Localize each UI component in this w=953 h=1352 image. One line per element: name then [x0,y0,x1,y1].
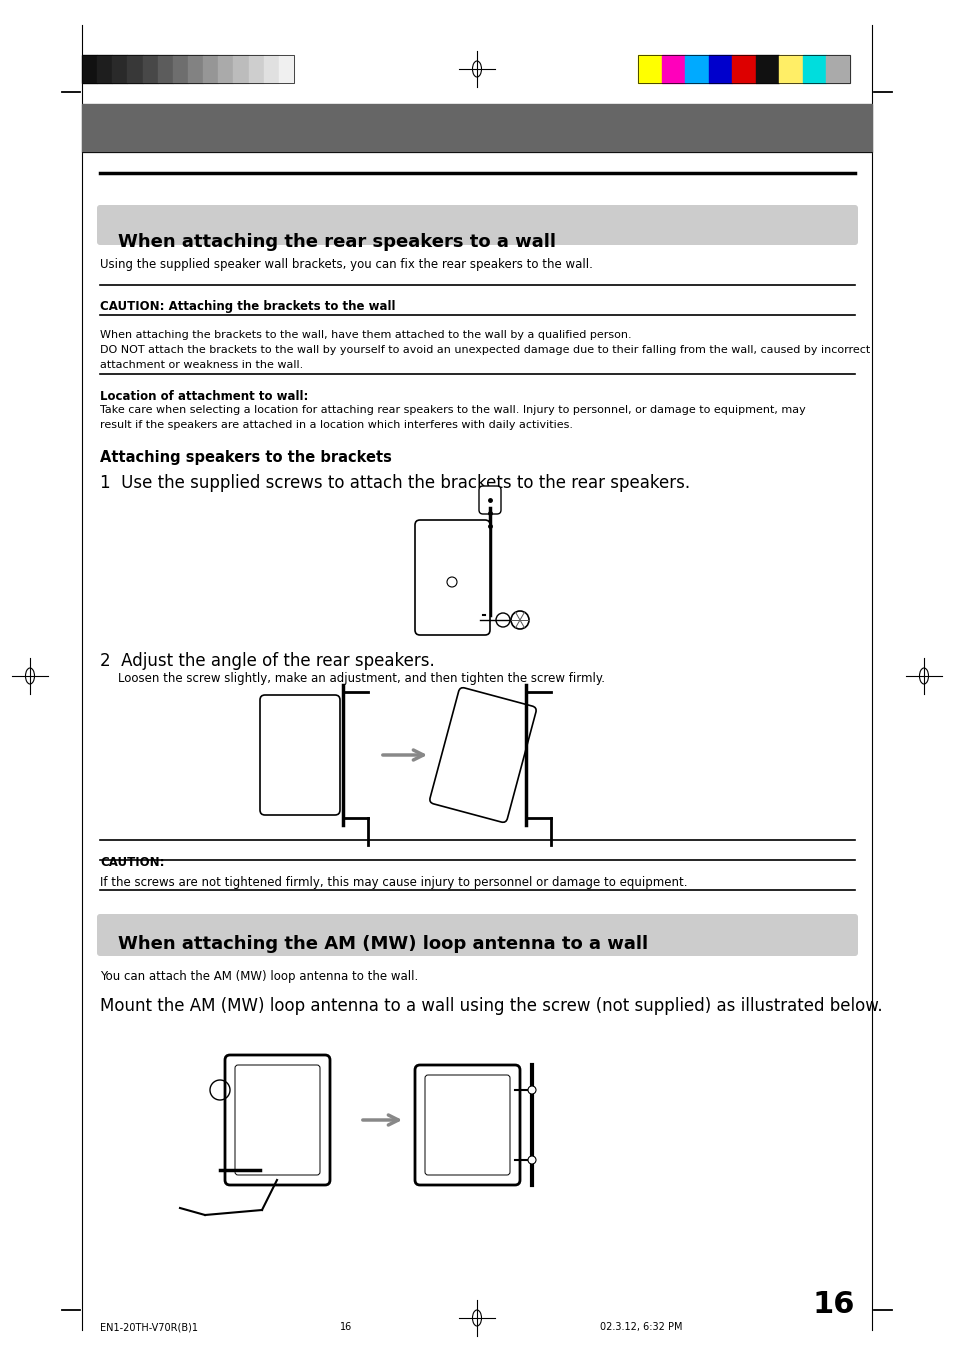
Bar [755,55,779,82]
Text: You can attach the AM (MW) loop antenna to the wall.: You can attach the AM (MW) loop antenna … [100,969,417,983]
Text: CAUTION:: CAUTION: [100,856,164,869]
Circle shape [527,1156,536,1164]
Text: Loosen the screw slightly, make an adjustment, and then tighten the screw firmly: Loosen the screw slightly, make an adjus… [118,672,604,685]
Text: When attaching the brackets to the wall, have them attached to the wall by a qua: When attaching the brackets to the wall,… [100,330,631,339]
FancyBboxPatch shape [415,521,490,635]
Text: If the screws are not tightened firmly, this may cause injury to personnel or da: If the screws are not tightened firmly, … [100,876,687,890]
FancyBboxPatch shape [97,206,857,245]
Bar [97,55,112,82]
Text: Location of attachment to wall:: Location of attachment to wall: [100,389,308,403]
Bar [218,55,233,82]
Bar [157,55,172,82]
Text: result if the speakers are attached in a location which interferes with daily ac: result if the speakers are attached in a… [100,420,573,430]
Bar [638,55,849,82]
Text: 2  Adjust the angle of the rear speakers.: 2 Adjust the angle of the rear speakers. [100,652,435,671]
Text: 16: 16 [339,1322,352,1332]
Text: attachment or weakness in the wall.: attachment or weakness in the wall. [100,360,303,370]
FancyBboxPatch shape [97,914,857,956]
Bar [263,55,278,82]
Bar [638,55,660,82]
Bar [802,55,825,82]
Bar [203,55,218,82]
Text: Installing the equipment on the wall: Installing the equipment on the wall [100,206,585,228]
Text: When attaching the rear speakers to a wall: When attaching the rear speakers to a wa… [118,233,556,251]
Bar [128,55,142,82]
Text: Take care when selecting a location for attaching rear speakers to the wall. Inj: Take care when selecting a location for … [100,406,805,415]
Bar [660,55,684,82]
Text: 16: 16 [812,1290,854,1320]
Bar [188,55,203,82]
Circle shape [511,611,529,629]
Bar [732,55,755,82]
FancyBboxPatch shape [225,1055,330,1184]
Bar [82,55,97,82]
Bar [249,55,263,82]
Text: CAUTION: Attaching the brackets to the wall: CAUTION: Attaching the brackets to the w… [100,300,395,314]
Bar [142,55,157,82]
FancyBboxPatch shape [430,688,536,822]
Text: Mount the AM (MW) loop antenna to a wall using the screw (not supplied) as illus: Mount the AM (MW) loop antenna to a wall… [100,996,882,1015]
Bar [278,55,294,82]
Bar [233,55,249,82]
Text: 1  Use the supplied screws to attach the brackets to the rear speakers.: 1 Use the supplied screws to attach the … [100,475,689,492]
Text: DO NOT attach the brackets to the wall by yourself to avoid an unexpected damage: DO NOT attach the brackets to the wall b… [100,345,869,356]
FancyBboxPatch shape [424,1075,510,1175]
Text: EN1-20TH-V70R(B)1: EN1-20TH-V70R(B)1 [100,1322,198,1332]
Bar [112,55,128,82]
Bar [82,104,871,151]
FancyBboxPatch shape [478,485,500,514]
Text: When attaching the AM (MW) loop antenna to a wall: When attaching the AM (MW) loop antenna … [118,936,647,953]
Bar [779,55,802,82]
FancyBboxPatch shape [415,1065,519,1184]
Bar [82,55,294,82]
Circle shape [527,1086,536,1094]
Text: Using the supplied speaker wall brackets, you can fix the rear speakers to the w: Using the supplied speaker wall brackets… [100,258,592,270]
Text: Attaching speakers to the brackets: Attaching speakers to the brackets [100,450,392,465]
FancyBboxPatch shape [234,1065,319,1175]
Bar [708,55,732,82]
FancyBboxPatch shape [260,695,339,815]
Bar [172,55,188,82]
Bar [684,55,708,82]
Bar [825,55,849,82]
Text: 02.3.12, 6:32 PM: 02.3.12, 6:32 PM [599,1322,681,1332]
